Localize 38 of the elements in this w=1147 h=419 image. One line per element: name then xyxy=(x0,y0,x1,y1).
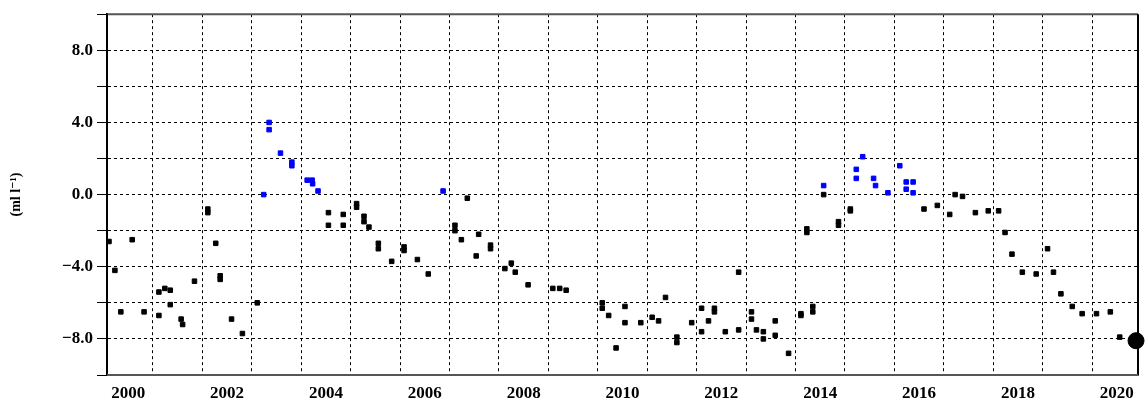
point xyxy=(903,186,909,192)
point xyxy=(440,188,446,194)
point xyxy=(910,179,916,185)
y-tick-label: 0.0 xyxy=(71,183,93,203)
x-tick-label: 2018 xyxy=(1000,382,1035,402)
x-tick-label: 2006 xyxy=(407,382,442,402)
point xyxy=(859,153,866,160)
y-axis-title: (ml l⁻¹) xyxy=(8,172,25,217)
x-tick-label: 2016 xyxy=(902,382,937,402)
x-tick-label: 2010 xyxy=(605,382,640,402)
x-tick-label: 2012 xyxy=(704,382,739,402)
point xyxy=(820,182,827,189)
point xyxy=(315,188,321,194)
point xyxy=(897,162,903,169)
y-tick-label: −4.0 xyxy=(62,256,93,276)
x-tick-label: 2008 xyxy=(506,382,541,402)
point xyxy=(277,150,284,156)
point xyxy=(304,177,310,183)
x-tick-label: 2004 xyxy=(308,382,344,402)
point xyxy=(853,166,860,173)
x-tick-label: 2002 xyxy=(210,382,245,402)
point xyxy=(853,175,860,182)
point xyxy=(870,175,877,182)
point xyxy=(1127,332,1145,350)
point xyxy=(266,119,272,126)
point xyxy=(903,179,909,185)
x-tick-label: 2014 xyxy=(803,382,838,402)
point xyxy=(309,181,316,187)
point xyxy=(289,162,295,169)
y-tick-label: 4.0 xyxy=(71,111,93,131)
point xyxy=(266,126,272,133)
y-tick-label: 8.0 xyxy=(71,39,93,59)
point xyxy=(260,191,267,198)
x-tick-label: 2020 xyxy=(1099,382,1134,402)
x-tick-label: 2000 xyxy=(111,382,146,402)
point xyxy=(885,190,891,196)
point xyxy=(910,190,916,196)
y-tick-label: −8.0 xyxy=(62,328,93,348)
